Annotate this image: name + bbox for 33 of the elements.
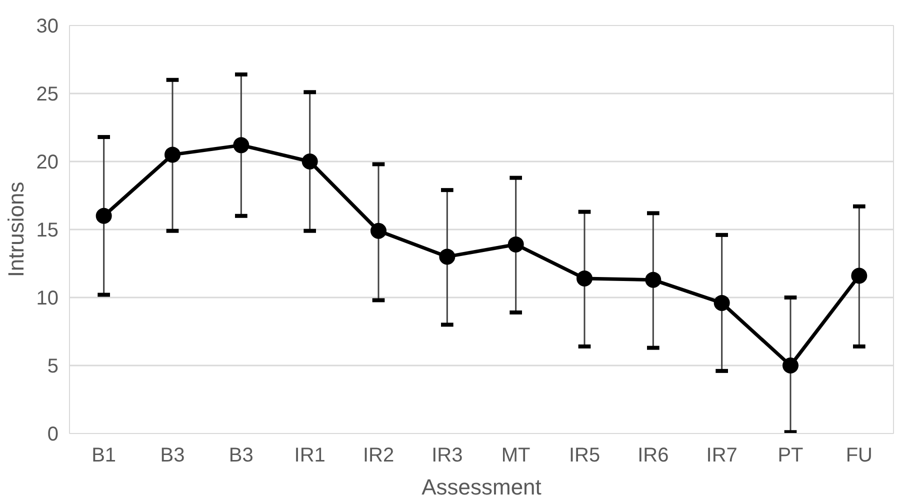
y-tick-label: 0 xyxy=(47,424,58,446)
point xyxy=(714,294,730,311)
x-tick-label: MT xyxy=(501,444,530,466)
y-tick-label: 20 xyxy=(36,152,59,174)
x-tick-label: IR3 xyxy=(432,444,463,466)
point xyxy=(851,268,868,284)
point xyxy=(782,358,798,374)
point xyxy=(233,137,250,154)
x-tick-label: IR7 xyxy=(706,444,738,466)
point xyxy=(508,236,524,252)
point xyxy=(645,272,662,288)
x-tick-label: IR5 xyxy=(568,444,600,466)
point xyxy=(96,208,112,224)
y-tick-label: 30 xyxy=(36,16,59,38)
x-tick-label: B1 xyxy=(92,444,116,466)
point xyxy=(302,154,318,170)
x-axis-title: Assessment xyxy=(422,474,542,500)
point xyxy=(370,222,386,239)
x-tick-label: IR6 xyxy=(638,444,669,466)
x-tick-label: B3 xyxy=(228,444,254,466)
x-tick-label: B3 xyxy=(160,444,185,466)
point xyxy=(164,146,180,163)
x-tick-label: PT xyxy=(778,444,804,466)
x-tick-label: IR2 xyxy=(362,444,394,466)
x-tick-label: IR1 xyxy=(294,444,326,466)
y-tick-label: 25 xyxy=(36,84,59,106)
y-tick-label: 15 xyxy=(36,220,59,242)
y-axis-title: Intrusions xyxy=(3,182,28,278)
point xyxy=(439,248,456,265)
point xyxy=(576,270,592,286)
y-tick-label: 5 xyxy=(47,356,58,378)
x-tick-label: FU xyxy=(846,444,873,466)
y-tick-label: 10 xyxy=(36,288,59,310)
